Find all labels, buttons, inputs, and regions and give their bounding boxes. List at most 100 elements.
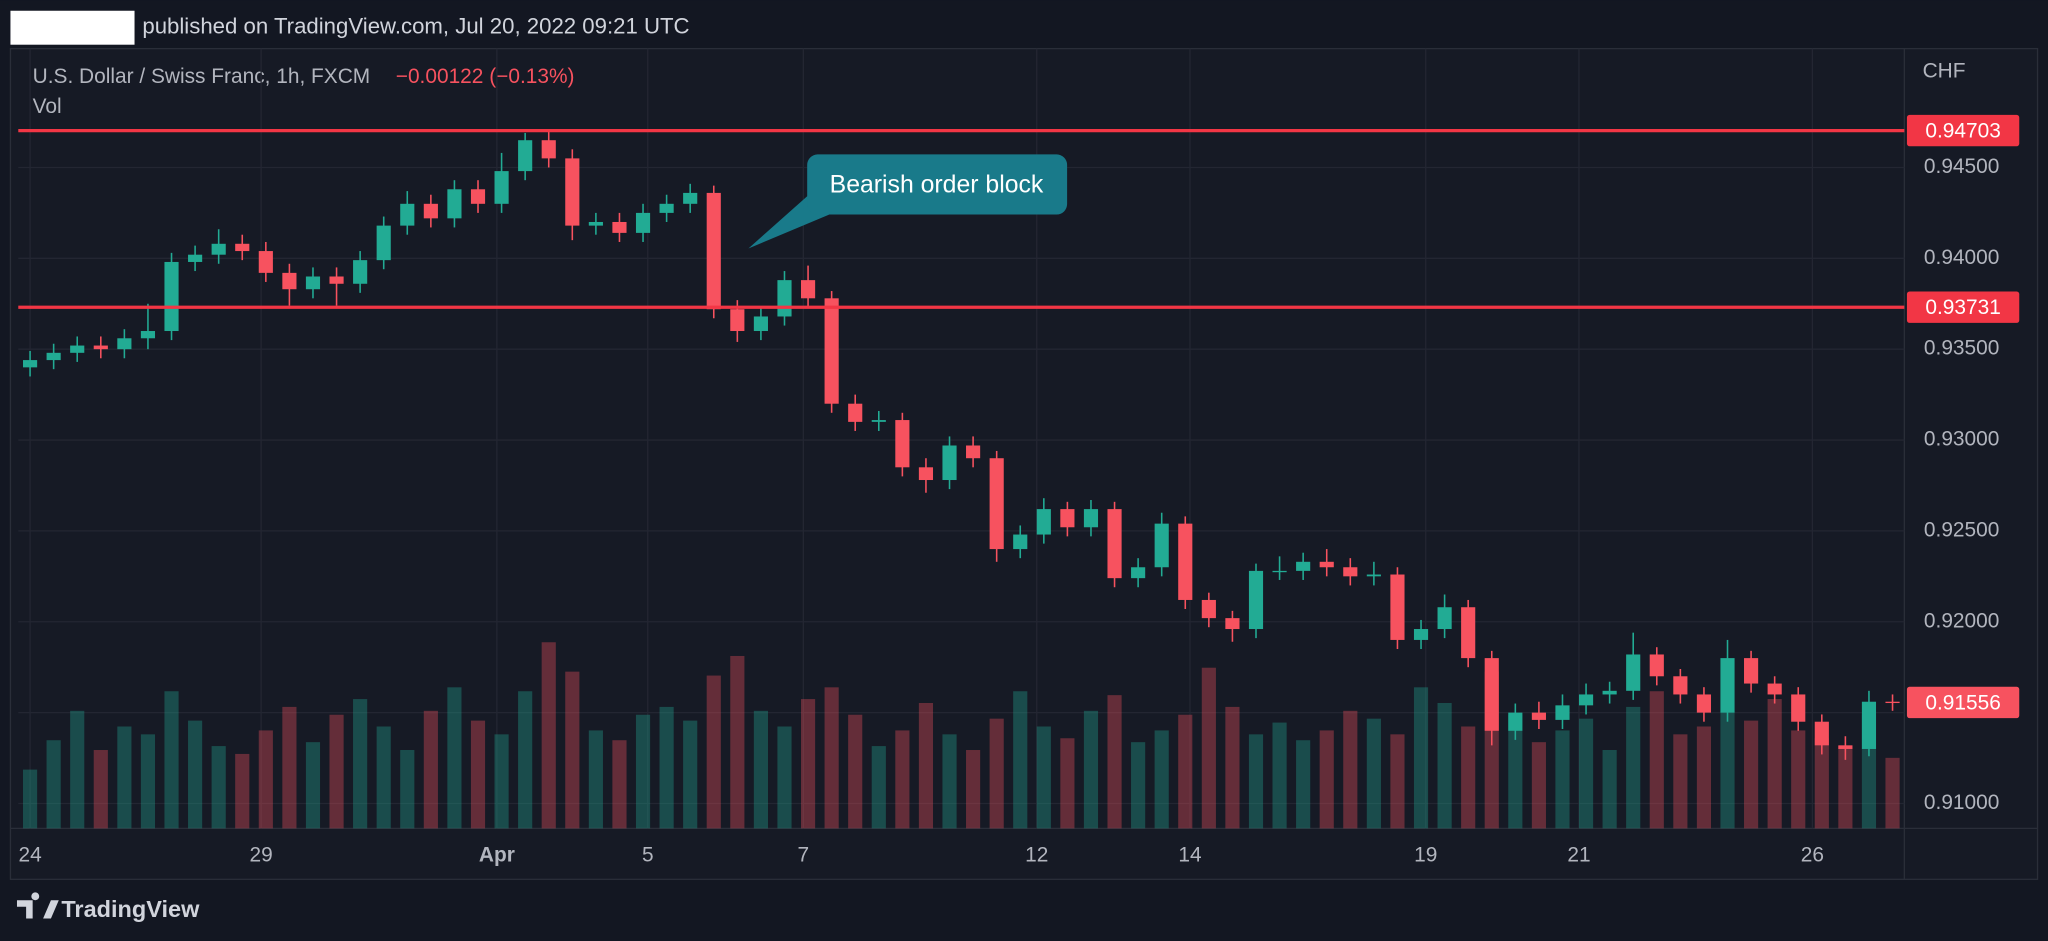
candle-body xyxy=(211,243,226,255)
volume-bar xyxy=(1673,734,1688,829)
level-label: 0.94703 xyxy=(1925,119,2000,142)
footer-brand: TradingView xyxy=(61,896,200,922)
volume-bar xyxy=(635,714,651,829)
candle-body xyxy=(1272,570,1287,573)
candle-body xyxy=(683,192,698,204)
volume-bar xyxy=(1413,687,1429,829)
candle-body xyxy=(1861,701,1877,749)
candle-body xyxy=(1555,705,1570,720)
candle-body xyxy=(777,280,792,317)
candle-body xyxy=(117,338,132,350)
y-tick-label: 0.94000 xyxy=(1924,246,1999,269)
volume-bar xyxy=(824,687,839,829)
volume-bar xyxy=(800,699,816,829)
candle-body xyxy=(895,420,910,468)
volume-bar xyxy=(1602,750,1617,829)
volume-bar xyxy=(1154,730,1169,829)
callout-box xyxy=(807,154,1068,215)
volume-bar xyxy=(1555,730,1570,829)
candle-body xyxy=(588,221,603,226)
candle-body xyxy=(376,225,391,261)
volume-bar xyxy=(1390,734,1405,829)
currency-label: CHF xyxy=(1923,60,1966,83)
volume-bar xyxy=(1720,710,1735,829)
y-tick-label: 0.93000 xyxy=(1924,428,1999,451)
x-tick-label: 14 xyxy=(1178,843,1201,866)
volume-bar xyxy=(706,675,721,829)
volume-bar xyxy=(140,734,156,829)
candle-body xyxy=(1461,607,1476,659)
volume-bar xyxy=(1060,738,1075,829)
volume-bar xyxy=(1531,742,1546,829)
candle-body xyxy=(1225,618,1240,630)
volume-bar xyxy=(918,702,934,829)
candle-body xyxy=(470,189,486,204)
candle-body xyxy=(1673,676,1688,695)
x-tick-label: Apr xyxy=(479,843,515,866)
volume-bar xyxy=(753,710,768,829)
volume-bar xyxy=(376,726,391,829)
volume-bar xyxy=(1814,738,1829,829)
x-tick-label: 21 xyxy=(1567,843,1590,866)
volume-bar xyxy=(1696,726,1712,829)
x-tick-label: 19 xyxy=(1414,843,1437,866)
candle-body xyxy=(824,298,839,404)
candle-body xyxy=(329,276,344,284)
volume-bar xyxy=(588,730,603,829)
level-label-bg xyxy=(1906,114,2020,147)
candle-body xyxy=(1343,567,1358,577)
volume-bar xyxy=(1461,726,1476,829)
candle-body xyxy=(753,316,768,332)
x-tick-label: 7 xyxy=(798,843,810,866)
candle-body xyxy=(1107,509,1122,579)
level-label-bg xyxy=(1906,291,2020,323)
candle-body xyxy=(1885,701,1900,704)
volume-bar xyxy=(1083,710,1099,829)
candle-body xyxy=(1154,523,1169,568)
x-tick-label: 26 xyxy=(1801,843,1824,866)
last-price-bg xyxy=(1906,686,2020,719)
candle-body xyxy=(1413,629,1429,640)
level-label: 0.93731 xyxy=(1925,296,2000,319)
candle-body xyxy=(305,276,321,290)
candle-body xyxy=(23,360,38,368)
volume-bar xyxy=(777,726,792,829)
candle-body xyxy=(1649,654,1664,677)
candle-body xyxy=(400,203,415,226)
volume-bar xyxy=(1296,740,1311,829)
candle-body xyxy=(188,254,203,262)
volume-bar xyxy=(282,706,297,829)
candle-body xyxy=(140,331,156,339)
volume-bar xyxy=(1319,730,1334,829)
candle-body xyxy=(659,203,674,213)
x-tick-label: 29 xyxy=(249,843,272,866)
redacted-username xyxy=(10,10,135,45)
volume-bar xyxy=(188,720,203,829)
candle-body xyxy=(423,203,438,219)
volume-bar xyxy=(1107,695,1122,829)
volume-bar xyxy=(211,746,226,829)
volume-bar xyxy=(494,734,509,829)
volume-bar xyxy=(164,691,179,829)
volume-bar xyxy=(423,710,438,829)
candle-body xyxy=(1744,658,1759,684)
candle-body xyxy=(258,251,273,273)
volume-bar xyxy=(400,750,415,829)
volume-bar xyxy=(1508,714,1523,829)
candle-body xyxy=(93,345,108,350)
candle-body xyxy=(541,140,556,159)
y-tick-label: 0.93500 xyxy=(1924,337,1999,360)
candle-body xyxy=(282,272,297,290)
volume-bar xyxy=(1885,757,1900,829)
candle-body xyxy=(966,445,981,459)
volume-bar xyxy=(541,642,556,829)
candle-body xyxy=(871,420,886,422)
candle-body xyxy=(1531,712,1546,720)
volume-bar xyxy=(1272,722,1287,829)
last-price-label: 0.91556 xyxy=(1925,691,2000,714)
candle-body xyxy=(1036,509,1051,535)
volume-bar xyxy=(848,714,863,829)
tradingview-logo: TradingView xyxy=(16,892,200,922)
volume-bar xyxy=(895,730,910,829)
published-note: published on TradingView.com, Jul 20, 20… xyxy=(142,14,689,39)
